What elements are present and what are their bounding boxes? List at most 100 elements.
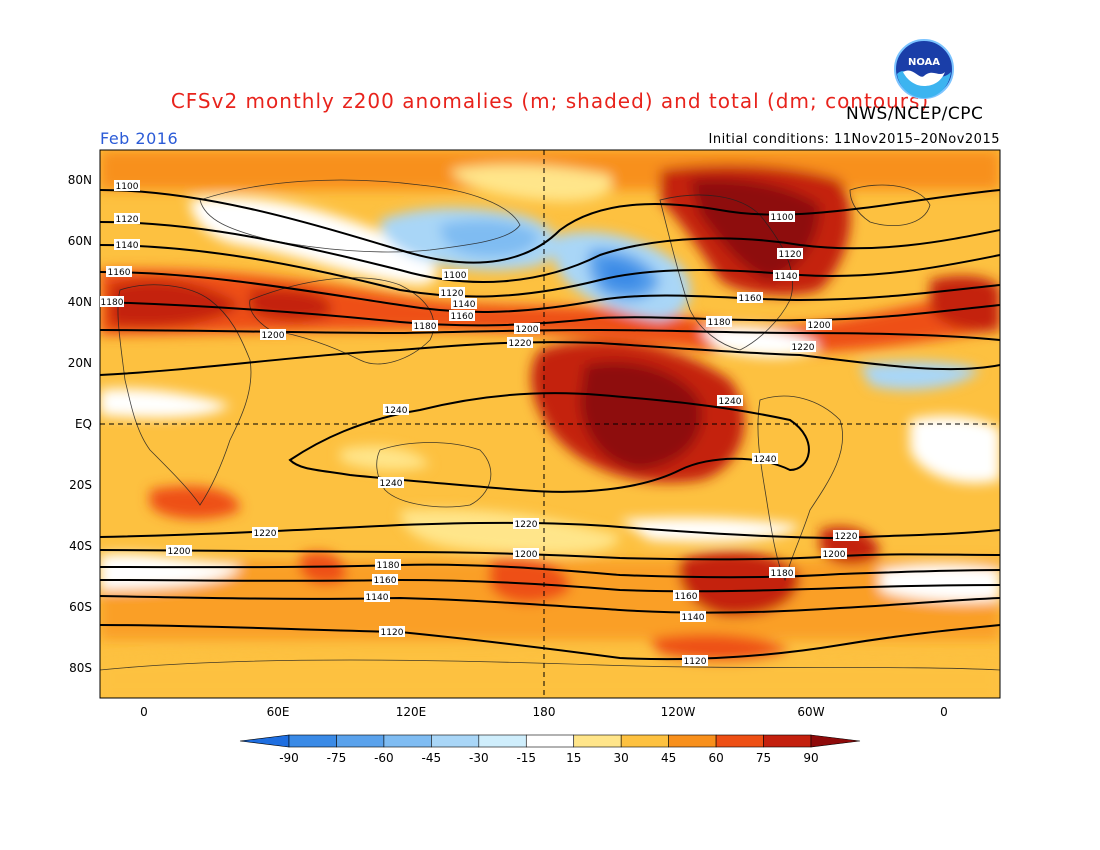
svg-text:1160: 1160 — [739, 294, 762, 304]
noaa-logo: NOAA — [894, 39, 954, 99]
svg-text:1160: 1160 — [108, 268, 131, 278]
lat-label: EQ — [74, 417, 92, 431]
lon-label: 60E — [266, 705, 290, 719]
lon-label: 180 — [532, 705, 556, 719]
contour-label: 1100 — [769, 211, 795, 223]
svg-text:1140: 1140 — [682, 613, 705, 623]
svg-text:1160: 1160 — [374, 576, 397, 586]
map-frame — [99, 149, 1001, 699]
contour-label: 1200 — [260, 329, 286, 341]
svg-text:1160: 1160 — [451, 312, 474, 322]
contour-label: 1240 — [383, 404, 409, 416]
colorbar-label: 45 — [660, 751, 677, 765]
svg-text:1100: 1100 — [444, 271, 467, 281]
contour-label: 1240 — [717, 395, 743, 407]
svg-text:1200: 1200 — [823, 550, 846, 560]
svg-text:1140: 1140 — [453, 300, 476, 310]
contour-label: 1240 — [752, 453, 778, 465]
lat-label: 40N — [67, 295, 92, 309]
contour-label: 1200 — [513, 548, 539, 560]
contour-label: 1120 — [439, 287, 465, 299]
colorbar-label: -75 — [326, 751, 347, 765]
contour-label: 1160 — [673, 590, 699, 602]
svg-text:1200: 1200 — [516, 325, 539, 335]
svg-text:1240: 1240 — [385, 406, 408, 416]
lon-label: 120W — [660, 705, 696, 719]
contour-label: 1240 — [378, 477, 404, 489]
lat-label: 60S — [69, 600, 92, 614]
svg-text:1180: 1180 — [377, 561, 400, 571]
lat-label: 80S — [69, 661, 92, 675]
contour-label: 1120 — [682, 655, 708, 667]
contour-label: 1160 — [737, 292, 763, 304]
svg-text:1180: 1180 — [414, 322, 437, 332]
svg-text:1120: 1120 — [779, 250, 802, 260]
valid-month: Feb 2016 — [100, 129, 179, 148]
svg-text:1200: 1200 — [515, 550, 538, 560]
contour-label: 1200 — [821, 548, 847, 560]
svg-text:1120: 1120 — [441, 289, 464, 299]
lon-label: 120E — [395, 705, 427, 719]
svg-text:1180: 1180 — [708, 318, 731, 328]
svg-text:1160: 1160 — [675, 592, 698, 602]
colorbar-label: -45 — [421, 751, 442, 765]
height-contours — [100, 189, 1000, 661]
contour-label: 1220 — [790, 341, 816, 353]
contour-label: 1120 — [379, 626, 405, 638]
colorbar-label: 90 — [803, 751, 819, 765]
svg-text:1100: 1100 — [116, 182, 139, 192]
contour-label: 1120 — [114, 213, 140, 225]
svg-text:1180: 1180 — [101, 298, 124, 308]
svg-text:1200: 1200 — [808, 321, 831, 331]
svg-text:1140: 1140 — [366, 593, 389, 603]
svg-text:1100: 1100 — [771, 213, 794, 223]
svg-text:1240: 1240 — [719, 397, 742, 407]
contour-label: 1180 — [769, 567, 795, 579]
lon-label: 0 — [140, 705, 148, 719]
svg-text:1240: 1240 — [754, 455, 777, 465]
contour-label: 1180 — [375, 559, 401, 571]
contour-label: 1120 — [777, 248, 803, 260]
contour-label: 1140 — [364, 591, 390, 603]
colorbar-label: -30 — [469, 751, 489, 765]
contour-label: 1160 — [449, 310, 475, 322]
chart-title: CFSv2 monthly z200 anomalies (m; shaded)… — [170, 89, 930, 113]
contour-label: 1220 — [833, 530, 859, 542]
svg-text:1220: 1220 — [254, 529, 277, 539]
svg-text:1120: 1120 — [381, 628, 404, 638]
lat-label: 40S — [69, 539, 92, 553]
contour-labels: 1100 1120 1140 1160 1180 1200 1100 1120 … — [100, 180, 859, 667]
svg-text:1220: 1220 — [835, 532, 858, 542]
colorbar-label: -60 — [374, 751, 394, 765]
svg-text:1120: 1120 — [684, 657, 707, 667]
svg-text:1200: 1200 — [262, 331, 285, 341]
contour-label: 1180 — [100, 296, 124, 308]
svg-text:1220: 1220 — [792, 343, 815, 353]
contour-label: 1160 — [372, 574, 398, 586]
contour-label: 1220 — [507, 337, 533, 349]
contour-label: 1220 — [252, 527, 278, 539]
contour-label: 1100 — [114, 180, 140, 192]
lon-label: 60W — [797, 705, 825, 719]
contour-label: 1160 — [106, 266, 132, 278]
logo-text: NOAA — [908, 57, 940, 68]
contour-label: 1200 — [806, 319, 832, 331]
colorbar-label: -15 — [516, 751, 537, 765]
initial-conditions: Initial conditions: 11Nov2015–20Nov2015 — [708, 132, 1000, 147]
colorbar-label: 75 — [755, 751, 772, 765]
contour-label: 1180 — [412, 320, 438, 332]
colorbar-label: -90 — [279, 751, 299, 765]
contour-label: 1180 — [706, 316, 732, 328]
svg-text:1140: 1140 — [116, 241, 139, 251]
contour-label: 1140 — [114, 239, 140, 251]
colorbar-label: 30 — [613, 751, 629, 765]
svg-text:1180: 1180 — [771, 569, 794, 579]
contour-label: 1140 — [680, 611, 706, 623]
svg-text:1240: 1240 — [380, 479, 403, 489]
contour-label: 1200 — [166, 545, 192, 557]
contour-label: 1100 — [442, 269, 468, 281]
colorbar-label: 60 — [708, 751, 724, 765]
contour-label: 1140 — [773, 270, 799, 282]
contour-label: 1220 — [513, 518, 539, 530]
